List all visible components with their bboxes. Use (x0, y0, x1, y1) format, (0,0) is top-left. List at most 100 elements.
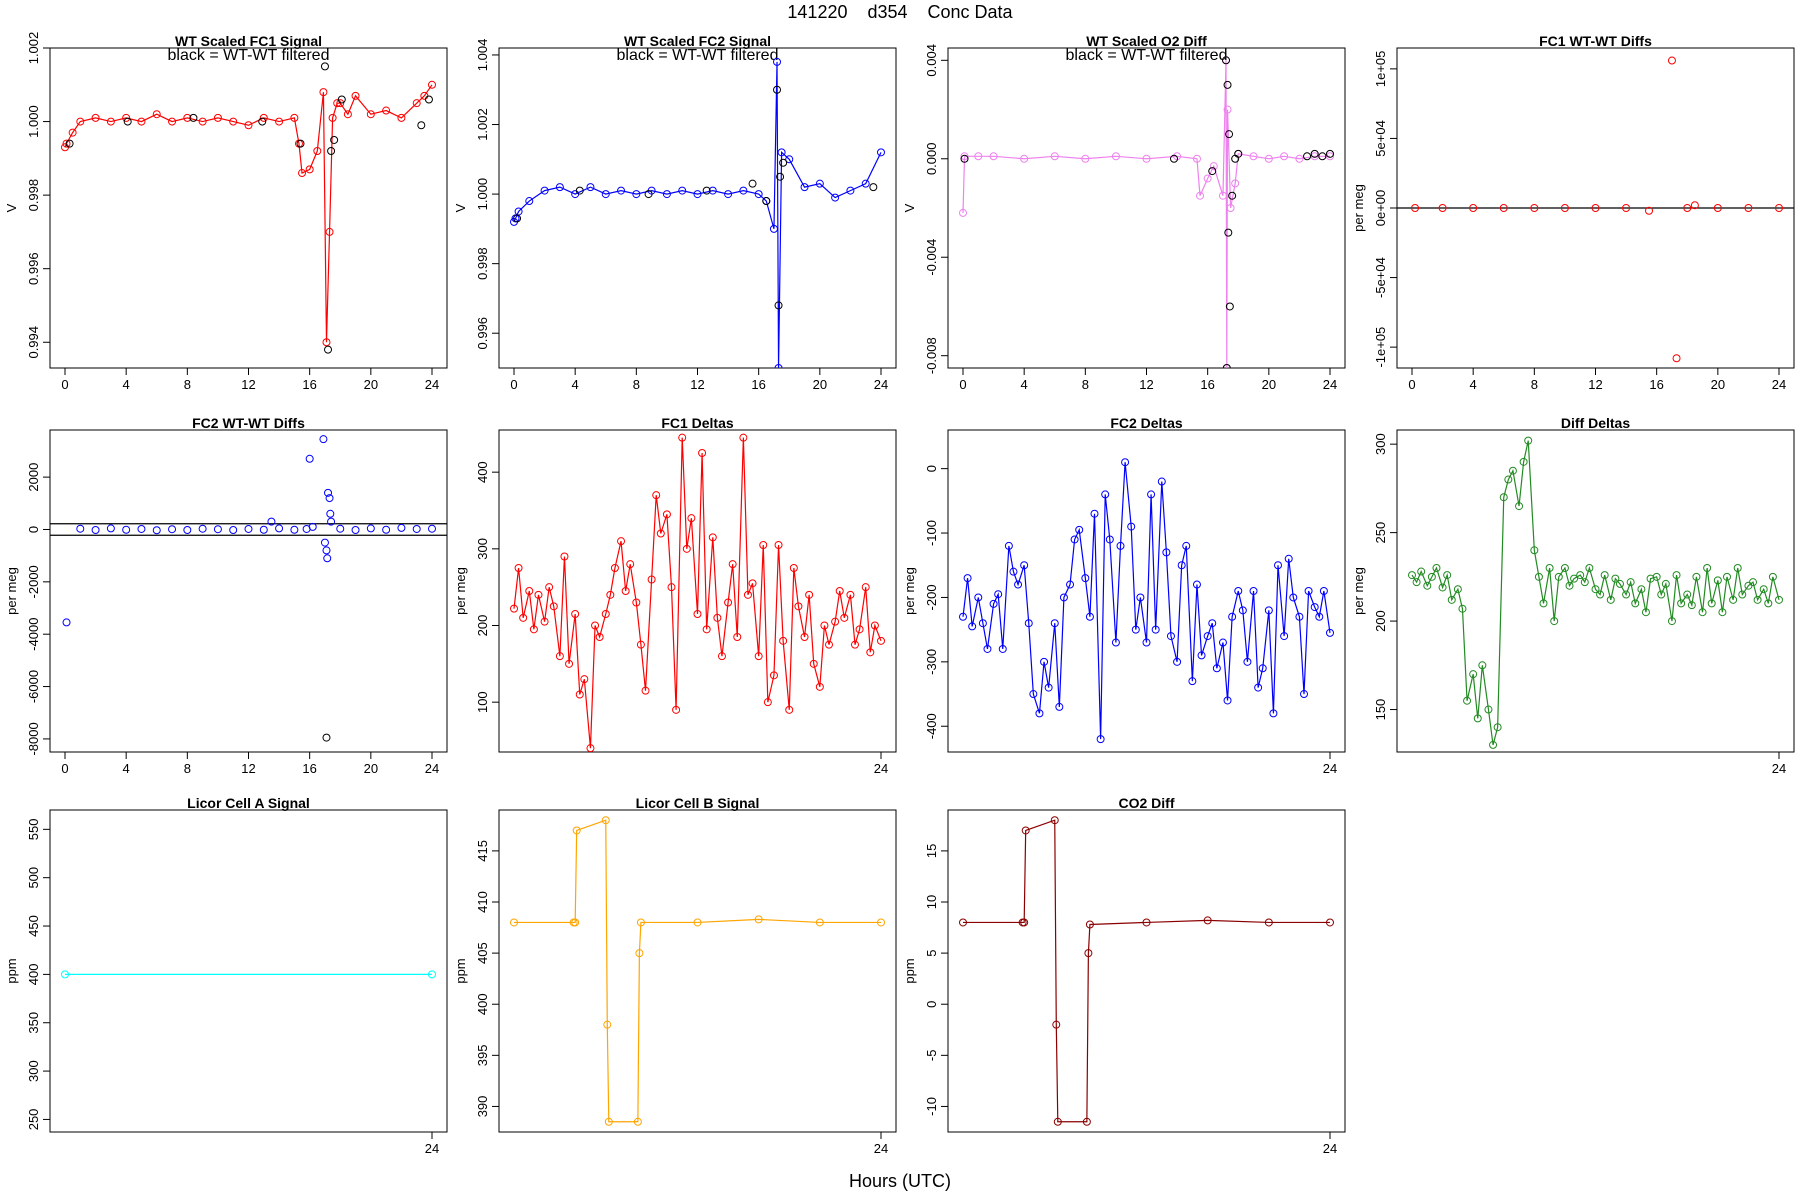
data-point (840, 613, 849, 622)
data-point (1226, 204, 1235, 212)
x-tick-label: 16 (1649, 377, 1663, 392)
y-tick-label: 15 (924, 844, 939, 858)
data-point (1600, 571, 1609, 580)
data-point (1234, 149, 1243, 158)
data-point (1775, 204, 1783, 212)
data-point (1142, 154, 1151, 163)
y-tick-label: 1.004 (475, 39, 490, 72)
data-point (1326, 152, 1334, 161)
y-tick-label: 400 (26, 964, 41, 986)
data-point (65, 139, 74, 148)
data-point (555, 183, 564, 192)
y-tick-label: 405 (475, 942, 490, 964)
data-point (1310, 152, 1319, 161)
data-point (1231, 179, 1240, 188)
data-point (1469, 670, 1478, 679)
data-point (322, 733, 331, 742)
data-point (575, 690, 584, 699)
data-point (809, 659, 818, 668)
data-point (213, 525, 222, 534)
data-point (1249, 587, 1258, 595)
data-point (1111, 152, 1120, 161)
data-point (1222, 56, 1231, 65)
data-point (62, 139, 71, 148)
data-point (1177, 561, 1186, 570)
x-tick-label: 4 (123, 377, 130, 392)
data-point (1318, 152, 1327, 161)
y-tick-label: 500 (26, 867, 41, 889)
data-point (1713, 576, 1722, 585)
data-point (1530, 546, 1539, 555)
y-tick-label: -8000 (26, 722, 41, 755)
data-point (68, 128, 77, 137)
x-tick-label: 16 (302, 761, 316, 776)
data-point (1707, 599, 1716, 608)
data-point (1606, 595, 1615, 604)
data-point (1319, 587, 1328, 595)
x-tick-label: 8 (1082, 377, 1089, 392)
y-axis-label: ppm (4, 958, 19, 983)
data-point (1591, 585, 1600, 594)
data-point (617, 186, 626, 195)
data-point (652, 491, 661, 500)
data-point (560, 552, 569, 561)
data-point (708, 186, 717, 195)
series-line (513, 437, 882, 749)
series-line (514, 819, 881, 1123)
data-point (769, 224, 778, 233)
data-point (320, 538, 329, 547)
data-point (1560, 204, 1569, 212)
data-point (258, 117, 267, 126)
data-point (743, 590, 752, 599)
data-point (1131, 625, 1140, 634)
data-point (983, 644, 992, 653)
plot-area (61, 62, 436, 354)
data-point (1096, 735, 1105, 744)
y-tick-label: 415 (475, 840, 490, 862)
data-point (774, 364, 783, 368)
data-point (555, 652, 564, 661)
plot-area (1408, 436, 1783, 749)
data-point (713, 613, 722, 622)
data-point (1303, 152, 1312, 161)
data-point (748, 579, 757, 588)
y-axis-label: V (902, 203, 917, 212)
data-point (351, 91, 360, 100)
y-tick-label: 200 (475, 615, 490, 637)
data-point (1326, 918, 1334, 927)
plot-frame (947, 47, 1346, 369)
y-tick-label: 350 (26, 1012, 41, 1034)
data-point (1188, 677, 1197, 686)
data-point (1173, 657, 1182, 666)
series-line (962, 462, 1331, 740)
data-point (327, 146, 336, 155)
data-point (693, 190, 702, 199)
data-point (229, 526, 238, 535)
chart-title: WT Scaled O2 Diff (1086, 33, 1207, 49)
y-tick-label: 300 (1373, 433, 1388, 455)
data-point (846, 590, 855, 599)
y-tick-label: -1e+05 (1373, 327, 1388, 368)
data-point (1004, 541, 1013, 550)
x-tick-label: 20 (364, 377, 378, 392)
data-point (1050, 619, 1059, 628)
data-point (1718, 608, 1727, 617)
data-point (325, 494, 334, 503)
data-point (1258, 664, 1267, 673)
y-tick-label: 395 (475, 1044, 490, 1066)
y-tick-label: 0.000 (924, 142, 939, 175)
y-axis-label: per meg (1351, 567, 1366, 615)
y-tick-label: 390 (475, 1096, 490, 1118)
data-point (1554, 572, 1563, 581)
data-point (428, 524, 436, 533)
data-point (1295, 612, 1304, 621)
data-point (776, 172, 785, 181)
y-tick-label: 300 (475, 538, 490, 560)
data-point (259, 113, 268, 122)
data-point (754, 915, 763, 924)
data-point (1744, 204, 1753, 212)
data-point (998, 644, 1007, 653)
x-tick-label: 4 (1021, 377, 1028, 392)
data-point (717, 652, 726, 661)
data-point (123, 117, 132, 126)
